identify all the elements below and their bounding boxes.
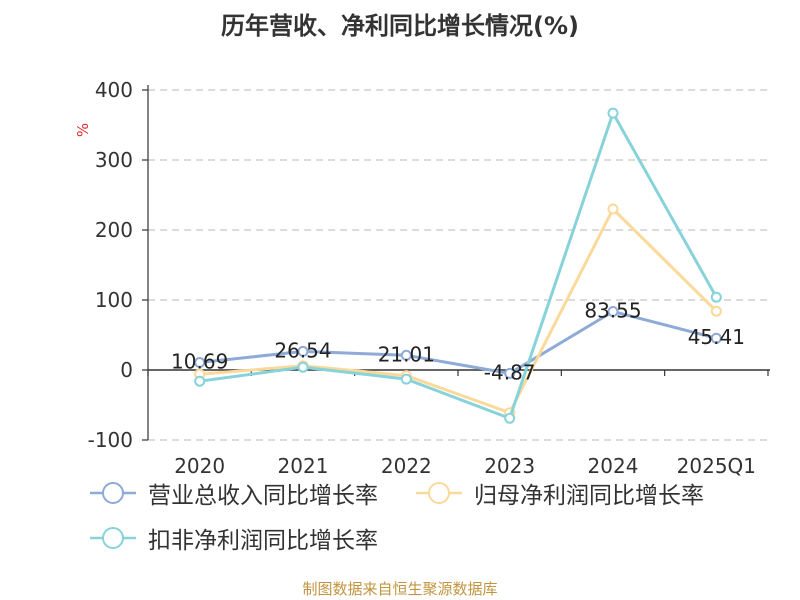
data-point xyxy=(297,361,309,373)
data-point xyxy=(710,291,722,303)
legend-marker-icon xyxy=(90,527,136,549)
data-point xyxy=(504,367,516,379)
series-group xyxy=(194,107,722,424)
x-tick-label: 2025Q1 xyxy=(677,454,756,478)
y-tick-label: 300 xyxy=(95,148,133,172)
y-tick-label: -100 xyxy=(88,428,133,452)
x-tick-label: 2023 xyxy=(484,454,535,478)
axes: 400 300 200 100 0 -100 2020 2021 2022 2023 2024 202… xyxy=(74,78,770,478)
x-tick-label: 2021 xyxy=(278,454,329,478)
series-line xyxy=(199,310,717,375)
x-tick-label: 2020 xyxy=(174,454,225,478)
y-tick-label: 200 xyxy=(95,218,133,242)
data-label: 83.55 xyxy=(584,299,641,323)
data-label: 10.69 xyxy=(171,350,228,374)
y-tick-label: 400 xyxy=(95,78,133,102)
data-point xyxy=(607,306,619,318)
x-tick-label: 2022 xyxy=(381,454,432,478)
legend-item-deducted-net-profit-growth: 扣非净利润同比增长率 xyxy=(90,523,378,554)
data-point xyxy=(607,203,619,215)
data-label: 21.01 xyxy=(378,342,435,366)
data-point xyxy=(710,305,722,317)
data-label: 45.41 xyxy=(688,325,745,349)
data-point xyxy=(194,375,206,387)
y-tick-label: 0 xyxy=(120,358,133,382)
legend-label: 营业总收入同比增长率 xyxy=(148,483,378,509)
chart-title: 历年营收、净利同比增长情况(%) xyxy=(221,12,579,40)
line-chart: 400 300 200 100 0 -100 2020 2021 2022 2023 2024 202… xyxy=(74,78,770,478)
legend-item-revenue-growth: 营业总收入同比增长率 xyxy=(90,478,378,509)
data-point xyxy=(297,345,309,357)
data-point xyxy=(194,357,206,369)
legend-item-net-profit-growth: 归母净利润同比增长率 xyxy=(416,478,704,509)
series-line xyxy=(199,111,718,420)
legend-label: 归母净利润同比增长率 xyxy=(474,483,704,509)
data-labels: 10.69 26.54 21.01 -4.87 83.55 45.41 xyxy=(171,299,745,385)
x-tick-label: 2024 xyxy=(588,454,639,478)
legend-marker-icon xyxy=(90,482,136,504)
source-note: 制图数据来自恒生聚源数据库 xyxy=(302,580,498,598)
grid xyxy=(148,89,768,441)
series-line xyxy=(199,207,718,415)
data-point xyxy=(400,373,412,385)
legend-label: 扣非净利润同比增长率 xyxy=(148,528,378,554)
data-point xyxy=(504,412,516,424)
legend-marker-icon xyxy=(416,482,462,504)
data-label: -4.87 xyxy=(484,360,536,384)
y-axis-label: % xyxy=(74,123,92,137)
data-point xyxy=(710,332,722,344)
y-tick-label: 100 xyxy=(95,288,133,312)
data-point xyxy=(607,107,619,119)
data-point xyxy=(400,349,412,361)
data-label: 26.54 xyxy=(274,338,331,362)
